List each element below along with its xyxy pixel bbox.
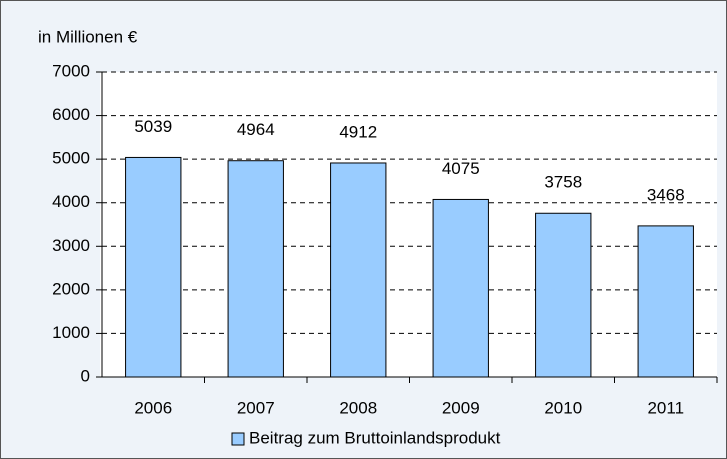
y-tick-label: 1000	[52, 323, 90, 342]
bar	[227, 160, 284, 378]
bar	[330, 162, 387, 378]
y-tick-label: 5000	[52, 149, 90, 168]
legend-swatch	[231, 432, 245, 446]
data-label: 4964	[237, 120, 275, 139]
x-tick-label: 2009	[442, 398, 480, 417]
x-tick-label: 2006	[134, 398, 172, 417]
y-tick-label: 4000	[52, 192, 90, 211]
y-tick-label: 7000	[52, 61, 90, 80]
data-label: 3758	[544, 173, 582, 192]
legend-label: Beitrag zum Bruttoinlandsprodukt	[249, 428, 501, 447]
x-tick-label: 2011	[647, 398, 684, 417]
x-tick-label: 2008	[339, 398, 377, 417]
data-label: 3468	[647, 185, 685, 204]
y-tick-label: 6000	[52, 105, 90, 124]
bar	[535, 212, 592, 378]
x-tick-label: 2010	[544, 398, 582, 417]
bar	[637, 225, 694, 378]
y-tick-label: 3000	[52, 236, 90, 255]
plot-area	[100, 72, 717, 377]
y-axis-label: in Millionen €	[38, 27, 138, 46]
data-label: 4912	[339, 122, 377, 141]
y-tick-label: 2000	[52, 279, 90, 298]
x-tick-label: 2007	[237, 398, 275, 417]
y-tick-label: 0	[81, 366, 90, 385]
data-label: 5039	[134, 117, 172, 136]
bar	[432, 198, 489, 378]
bar	[125, 156, 182, 378]
data-label: 4075	[442, 159, 480, 178]
